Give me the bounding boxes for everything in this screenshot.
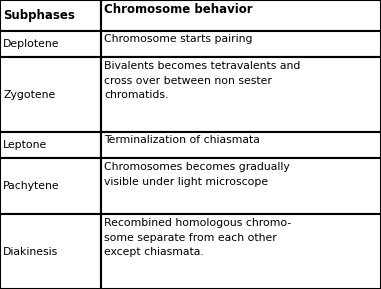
Text: Deplotene: Deplotene — [3, 39, 59, 49]
Text: Diakinesis: Diakinesis — [3, 247, 58, 257]
Bar — [101, 31, 381, 57]
Text: Subphases: Subphases — [3, 9, 75, 22]
Bar — [0, 57, 101, 132]
Bar — [101, 158, 381, 214]
Text: Chromosomes becomes gradually
visible under light microscope: Chromosomes becomes gradually visible un… — [104, 162, 290, 187]
Bar — [101, 214, 381, 289]
Text: Chromosome starts pairing: Chromosome starts pairing — [104, 34, 253, 44]
Bar — [0, 132, 101, 158]
Bar — [0, 31, 101, 57]
Text: Leptone: Leptone — [3, 140, 47, 150]
Bar — [101, 0, 381, 31]
Text: Chromosome behavior: Chromosome behavior — [104, 3, 253, 16]
Bar — [101, 57, 381, 132]
Text: Bivalents becomes tetravalents and
cross over between non sester
chromatids.: Bivalents becomes tetravalents and cross… — [104, 61, 300, 100]
Text: Pachytene: Pachytene — [3, 181, 60, 191]
Bar — [0, 214, 101, 289]
Text: Zygotene: Zygotene — [3, 90, 55, 99]
Bar — [101, 132, 381, 158]
Text: Terminalization of chiasmata: Terminalization of chiasmata — [104, 135, 260, 145]
Text: Recombined homologous chromo-
some separate from each other
except chiasmata.: Recombined homologous chromo- some separ… — [104, 218, 291, 257]
Bar — [0, 158, 101, 214]
Bar — [0, 0, 101, 31]
